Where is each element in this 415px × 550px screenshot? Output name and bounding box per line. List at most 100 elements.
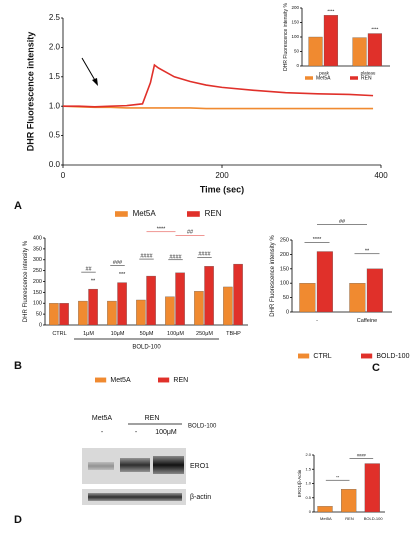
legend-label: BOLD-100: [376, 353, 409, 360]
x-tick-label: Met5A: [320, 516, 332, 521]
x-tick-label: 400: [374, 171, 388, 180]
x-tick-label: Caffeine: [357, 318, 377, 324]
x-tick-label: -: [316, 318, 318, 324]
line-series: [62, 105, 374, 110]
y-tick-label: 50: [36, 312, 42, 318]
y-tick-label: 0.5: [49, 131, 61, 140]
blot-treatment: -: [135, 429, 138, 436]
bar: [146, 275, 156, 326]
western-blot: Met5A REN - - 100μM BOLD-100 ERO1 β-acti…: [82, 415, 217, 505]
x-tick-label: 0: [61, 171, 66, 180]
x-tick-label: 10μM: [111, 331, 125, 337]
significance-label: ####: [357, 453, 367, 458]
blot-band: [153, 456, 184, 474]
significance-label: ****: [327, 8, 334, 13]
significance-label: ****: [313, 237, 322, 243]
arrow-head: [92, 78, 98, 86]
bar: [59, 303, 69, 326]
x-tick-label: 1μM: [83, 331, 94, 337]
blot-band-label: ERO1: [190, 463, 209, 470]
y-tick-label: 2.0: [305, 452, 311, 457]
bar: [88, 288, 98, 326]
y-tick-label: 1.0: [49, 101, 61, 110]
blot-band: [88, 462, 114, 470]
blot-band: [120, 458, 150, 472]
y-tick-label: 50: [283, 295, 289, 301]
significance-label: ####: [169, 254, 182, 260]
y-axis-label: DHR Fluorescence intensity %: [270, 235, 276, 317]
legend-swatch: [305, 76, 313, 80]
bar: [352, 37, 367, 67]
x-tick-label: peak: [319, 71, 330, 76]
y-tick-label: 0: [309, 509, 312, 514]
line-series: [63, 63, 374, 108]
y-tick-label: 0.0: [49, 160, 61, 169]
bar: [165, 296, 175, 326]
x-tick-label: 200: [215, 171, 229, 180]
y-axis-label: DHR Fluorescence intensity %: [283, 3, 289, 71]
bar: [323, 15, 339, 67]
significance-label: **: [336, 474, 340, 479]
y-tick-label: 200: [291, 5, 299, 10]
panel-label: D: [14, 514, 22, 526]
bar: [299, 283, 316, 313]
legend-swatch: [158, 377, 170, 383]
bar: [308, 36, 323, 67]
blot-treatment: 100μM: [155, 429, 177, 436]
y-tick-label: 1.5: [49, 72, 61, 81]
y-tick-label: 200: [33, 279, 42, 285]
bar: [223, 286, 233, 326]
blot-cell-line: Met5A: [92, 415, 113, 422]
legend-swatch: [361, 353, 373, 359]
y-tick-label: 100: [33, 301, 42, 307]
x-tick-label: 250μM: [196, 331, 213, 337]
legend-swatch: [350, 76, 358, 80]
legend-swatch: [298, 353, 310, 359]
y-axis-label: DHR Fluorescence intensity: [25, 32, 35, 152]
bar: [233, 263, 243, 326]
y-tick-label: 250: [33, 268, 42, 274]
y-tick-label: 300: [33, 257, 42, 263]
legend-swatch: [95, 377, 107, 383]
y-tick-label: 0: [39, 322, 42, 328]
blot-treatment: -: [101, 429, 104, 436]
y-tick-label: 0: [296, 63, 299, 68]
legend-label: REN: [205, 209, 222, 218]
y-axis-label: DHR Fluorescence intensity %: [23, 240, 29, 322]
y-tick-label: 0.5: [305, 495, 311, 500]
bar: [107, 300, 117, 326]
group-label: BOLD-100: [132, 345, 161, 351]
bar: [117, 282, 127, 326]
significance-label: ####: [140, 254, 153, 260]
panel-label: C: [372, 362, 380, 374]
bar: [341, 489, 357, 513]
x-tick-label: plateau: [361, 71, 376, 76]
bar: [367, 33, 383, 67]
bar: [204, 266, 214, 326]
y-tick-label: 150: [291, 20, 299, 25]
x-tick-label: CTRL: [52, 331, 66, 337]
y-tick-label: 350: [33, 246, 42, 252]
y-tick-label: 250: [280, 237, 289, 243]
y-tick-label: 2.0: [49, 43, 61, 52]
y-tick-label: 400: [33, 235, 42, 241]
y-tick-label: 1.5: [305, 466, 311, 471]
legend-label: REN: [361, 75, 372, 81]
x-axis-label: Time (sec): [200, 184, 244, 194]
arrow: [81, 57, 97, 83]
bar: [194, 291, 204, 326]
significance-label: ##: [339, 219, 346, 225]
panel-label: B: [14, 360, 22, 372]
significance-label: ###: [113, 260, 123, 266]
x-tick-label: BOLD-100: [364, 516, 384, 521]
legend-label: Met5A: [133, 209, 157, 218]
significance-label: ##: [85, 267, 92, 273]
significance-label: **: [91, 279, 96, 285]
legend-label: REN: [173, 377, 188, 384]
bar: [49, 303, 59, 326]
x-tick-label: 100μM: [167, 331, 184, 337]
y-tick-label: 150: [33, 290, 42, 296]
x-tick-label: REN: [345, 516, 354, 521]
legend-label: Met5A: [110, 377, 131, 384]
y-tick-label: 0: [286, 309, 289, 315]
